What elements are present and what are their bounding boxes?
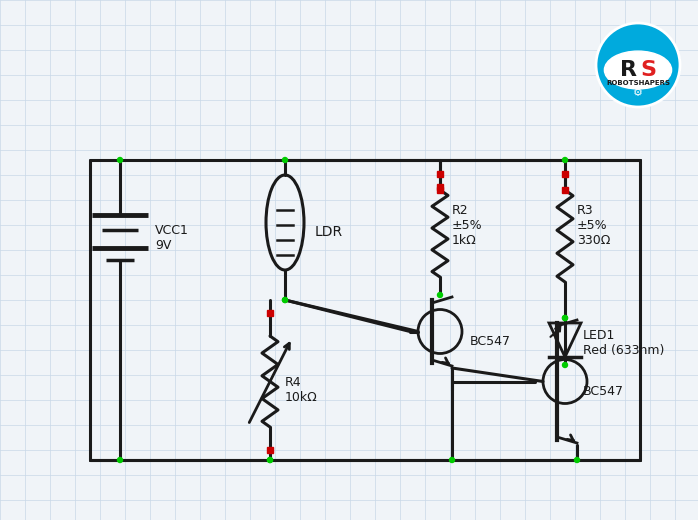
Circle shape (596, 23, 680, 107)
Circle shape (117, 158, 123, 163)
Circle shape (563, 316, 567, 320)
Circle shape (267, 458, 272, 462)
Circle shape (267, 458, 272, 462)
Text: R2
±5%
1kΩ: R2 ±5% 1kΩ (452, 203, 482, 246)
Circle shape (563, 158, 567, 163)
Text: VCC1
9V: VCC1 9V (155, 224, 189, 252)
Text: LDR: LDR (315, 225, 343, 239)
Text: S: S (640, 60, 656, 80)
Circle shape (563, 362, 567, 368)
Circle shape (283, 297, 288, 303)
Circle shape (117, 458, 123, 462)
Text: R4
10kΩ: R4 10kΩ (285, 376, 318, 404)
Text: ROBOTSHAPERS: ROBOTSHAPERS (606, 80, 670, 86)
Ellipse shape (604, 51, 671, 89)
Text: LED1
Red (633nm): LED1 Red (633nm) (583, 329, 664, 357)
Circle shape (283, 297, 288, 303)
Circle shape (283, 158, 288, 163)
Text: ⚙: ⚙ (633, 88, 643, 98)
Circle shape (563, 316, 567, 320)
Circle shape (574, 458, 579, 462)
Text: BC547: BC547 (470, 335, 511, 348)
Circle shape (450, 458, 454, 462)
Circle shape (438, 293, 443, 297)
Text: R: R (620, 60, 637, 80)
Text: BC547: BC547 (583, 385, 624, 398)
Text: R3
±5%
330Ω: R3 ±5% 330Ω (577, 203, 610, 246)
